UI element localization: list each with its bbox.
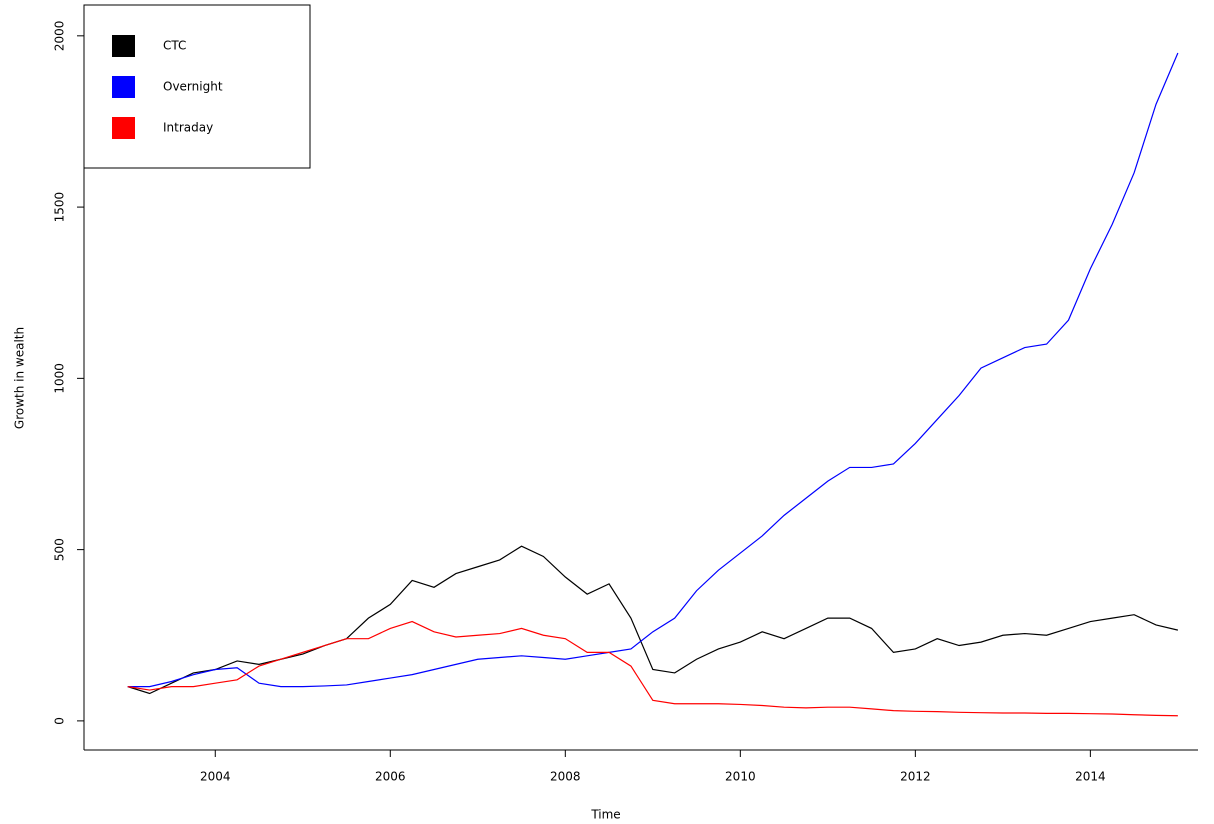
x-tick-label: 2014 — [1075, 770, 1106, 784]
x-tick-label: 2012 — [900, 770, 931, 784]
y-tick-label: 500 — [53, 538, 67, 561]
series-line — [127, 52, 1179, 688]
legend-swatch — [112, 35, 135, 57]
x-tick-label: 2006 — [375, 770, 406, 784]
series-line — [127, 620, 1178, 717]
x-tick-label: 2008 — [550, 770, 581, 784]
x-tick-label: 2010 — [725, 770, 756, 784]
x-tick-label: 2004 — [200, 770, 231, 784]
legend-swatch — [112, 117, 135, 139]
x-axis-label: Time — [590, 808, 620, 822]
series-line — [127, 545, 1179, 695]
y-tick-label: 2000 — [53, 21, 67, 52]
y-tick-label: 1500 — [53, 192, 67, 223]
y-axis-label: Growth in wealth — [13, 327, 27, 429]
legend-label: Overnight — [163, 80, 223, 94]
legend-label: CTC — [163, 39, 186, 53]
y-tick-label: 1000 — [53, 363, 67, 394]
y-tick-label: 0 — [53, 717, 67, 725]
legend-label: Intraday — [163, 121, 213, 135]
legend-swatch — [112, 76, 135, 98]
